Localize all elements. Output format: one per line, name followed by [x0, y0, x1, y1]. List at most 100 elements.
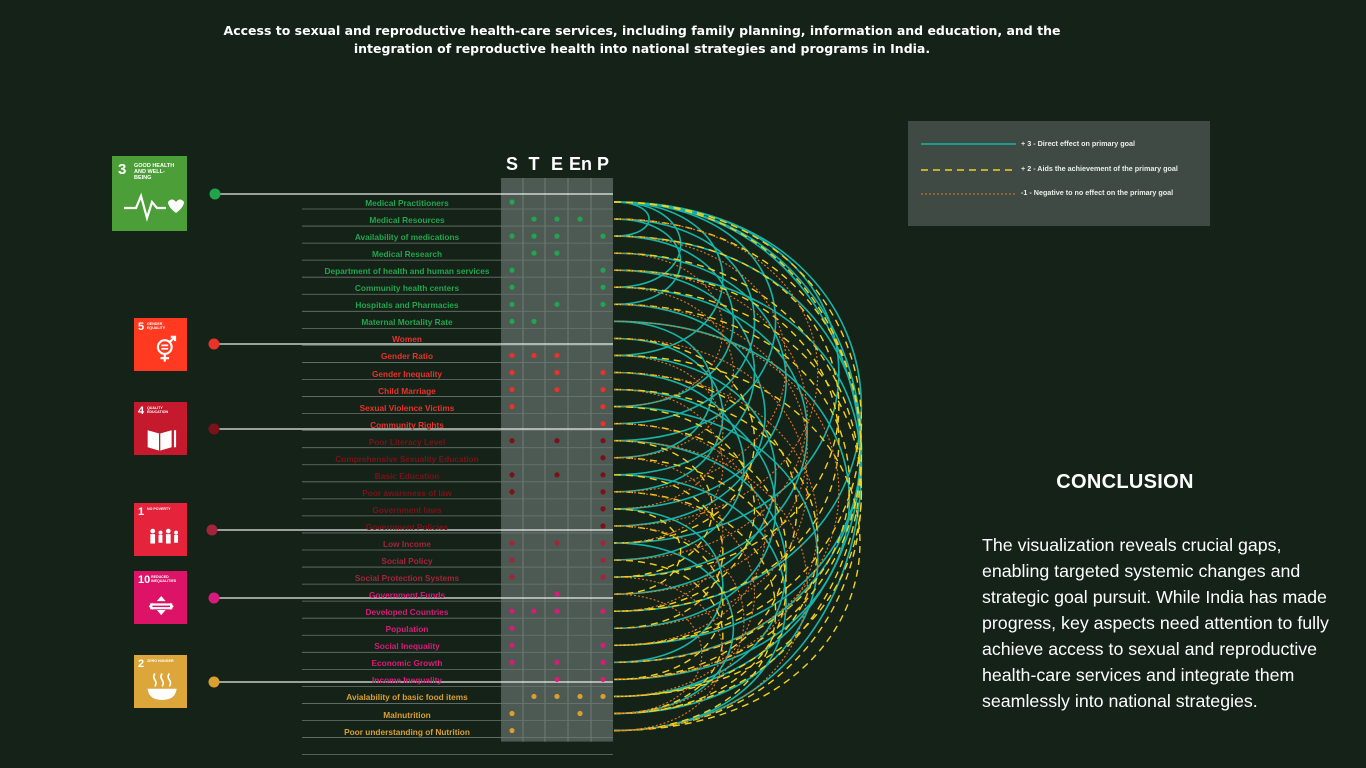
gender-equality-icon [156, 335, 177, 362]
matrix-dot [509, 199, 515, 205]
connection-arc-solid [613, 371, 745, 561]
matrix-dot [509, 642, 515, 648]
connection-arc-dotted [613, 440, 808, 732]
factor-label: Government laws [372, 504, 442, 515]
connection-arc-dotted [613, 337, 808, 629]
matrix-dot [509, 301, 515, 307]
matrix-dot [509, 472, 515, 478]
connection-arc-dotted [613, 269, 808, 561]
matrix-dot [509, 574, 515, 580]
connection-arc-dotted [613, 320, 840, 663]
factor-label: Government Funds [368, 590, 446, 601]
matrix-dot [554, 659, 560, 665]
matrix-dot [509, 659, 515, 665]
connection-arc-dashed [613, 474, 724, 629]
factor-label: Poor awareness of law [362, 487, 452, 498]
matrix-dot [554, 438, 560, 444]
arrows-icon [148, 596, 174, 616]
goal-marker [206, 524, 218, 536]
connection-arc-solid [613, 201, 777, 442]
matrix-dot [509, 267, 515, 273]
connection-arc-solid [613, 252, 787, 510]
sdg-label: GOOD HEALTH AND WELL-BEING [134, 163, 175, 181]
factor-label: Social Inequality [374, 641, 440, 652]
connection-arc-dashed [613, 269, 840, 612]
factor-label: Availability of medications [354, 232, 460, 243]
factor-label: Income Inequality [371, 675, 443, 686]
factor-label: Avialability of basic food items [346, 692, 468, 703]
sdg-number: 2 [138, 658, 145, 670]
matrix-dot [600, 489, 606, 495]
goal-marker [208, 338, 220, 350]
connection-arc-solid [613, 439, 787, 698]
connection-arc-solid [613, 320, 714, 459]
matrix-dot [600, 574, 606, 580]
factor-label: Women [392, 334, 422, 345]
sdg-number: 5 [138, 321, 145, 333]
matrix-dot [531, 233, 537, 239]
matrix-dot [600, 421, 606, 427]
sdg-tile-2: 2 ZERO HUNGER [134, 655, 187, 708]
matrix-dot [600, 472, 606, 478]
legend: + 3 - Direct effect on primary goal + 2 … [908, 121, 1210, 226]
connection-arc-dotted [613, 525, 745, 715]
matrix-dot [600, 301, 606, 307]
connection-arc-dotted [613, 457, 724, 612]
matrix-dot [600, 659, 606, 665]
matrix-dot [509, 438, 515, 444]
factor-label: Department of health and human services [324, 266, 490, 277]
connection-arc-dotted [613, 252, 724, 408]
factor-label: Government Policies [365, 521, 449, 532]
matrix-dot [554, 250, 560, 256]
connection-arc-dashed [613, 235, 840, 578]
matrix-background [501, 178, 613, 742]
connection-arc-dotted [613, 593, 703, 715]
factor-label: Sexual Violence Victims [359, 402, 455, 413]
connection-arc-dashed [613, 286, 862, 698]
factor-label: Hospitals and Pharmacies [355, 300, 459, 311]
matrix-dot [600, 506, 606, 512]
legend-item-direct: + 3 - Direct effect on primary goal [1021, 139, 1136, 148]
connection-arc-solid [613, 286, 808, 578]
matrix-dot [509, 404, 515, 410]
matrix-dot [509, 233, 515, 239]
connection-arc-dotted [613, 303, 808, 595]
matrix-dot [600, 267, 606, 273]
matrix-dot [531, 608, 537, 614]
matrix-dot [509, 625, 515, 631]
column-header-t: T [528, 154, 540, 174]
goal-marker [208, 592, 220, 604]
factor-label: Medical Research [371, 249, 443, 260]
connection-arc-solid [613, 303, 766, 527]
sdg-label: NO POVERTY [147, 507, 171, 511]
connection-arc-dashed [613, 440, 714, 578]
connection-arc-dotted [613, 389, 724, 544]
matrix-dot [554, 369, 560, 376]
matrix-dot [577, 710, 583, 717]
steep-matrix [302, 178, 613, 755]
sdg-number: 4 [138, 405, 145, 417]
column-header-s: S [505, 154, 518, 174]
matrix-dot [600, 540, 606, 546]
matrix-dot [600, 438, 606, 444]
column-header-p: P [596, 154, 609, 174]
matrix-dot [509, 540, 515, 546]
connection-arc-solid [613, 218, 756, 425]
connection-arc-solid [613, 354, 777, 595]
factor-label: Comprehensive Sexuality Education [335, 453, 479, 464]
connection-arc-dotted [613, 354, 724, 510]
matrix-dot [509, 284, 515, 290]
matrix-dot [554, 676, 560, 683]
factor-label: Poor understanding of Nutrition [344, 726, 470, 737]
connection-arc-solid [613, 337, 724, 493]
factor-label: Developed Countries [365, 607, 449, 618]
connection-arc-solid [613, 405, 819, 715]
matrix-dot [600, 557, 606, 563]
matrix-dot [531, 352, 537, 359]
matrix-dot [554, 591, 560, 597]
matrix-dot [600, 676, 606, 683]
matrix-dot [577, 693, 583, 700]
conclusion-text: The visualization reveals crucial gaps, … [982, 535, 1329, 711]
connection-arc-dashed [613, 422, 787, 681]
sdg-label: REDUCED INEQUALITIES [151, 575, 177, 583]
